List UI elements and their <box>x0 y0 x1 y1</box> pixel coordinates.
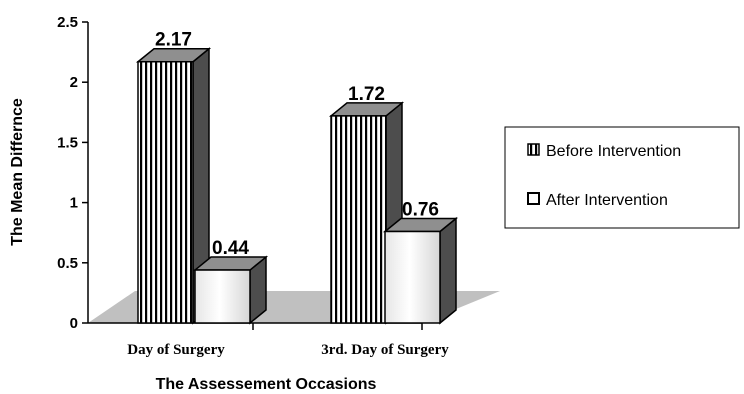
bar-front <box>194 269 251 324</box>
bar-value-label: 0.44 <box>212 238 249 259</box>
bar: 0.76 <box>382 199 459 325</box>
bar-front <box>137 60 194 324</box>
bar-value-label: 0.76 <box>402 199 439 220</box>
legend-label-after-intervention: After Intervention <box>546 192 668 209</box>
y-tick-label: 2 <box>70 74 78 91</box>
y-tick-label: 2.5 <box>57 14 78 31</box>
bar: 0.44 <box>192 238 269 325</box>
y-axis-title: The Mean Differnce <box>9 98 26 246</box>
bar-value-label: 1.72 <box>348 84 385 105</box>
y-axis-ticks: 0 0.5 1 1.5 2 2.5 <box>57 14 88 332</box>
legend-box <box>504 126 740 229</box>
y-tick-label: 1 <box>70 195 78 212</box>
bar-side <box>439 216 457 325</box>
legend: Before Intervention After Intervention <box>504 126 740 229</box>
x-axis-title: The Assessement Occasions <box>156 376 377 393</box>
category-label: Day of Surgery <box>127 342 225 358</box>
legend-label-before-intervention: Before Intervention <box>546 143 681 160</box>
y-tick-label: 0 <box>70 315 78 332</box>
bar-value-label: 2.17 <box>155 30 192 51</box>
y-tick-label: 1.5 <box>57 134 78 151</box>
bars: 2.17 1.72 0.44 0.76 <box>135 30 459 325</box>
category-label: 3rd. Day of Surgery <box>321 342 449 358</box>
legend-swatch-before-intervention <box>527 143 540 156</box>
legend-swatch-after-intervention <box>527 192 540 205</box>
bar-front <box>384 230 441 324</box>
y-tick-label: 0.5 <box>57 255 78 272</box>
bar-front <box>330 115 387 324</box>
